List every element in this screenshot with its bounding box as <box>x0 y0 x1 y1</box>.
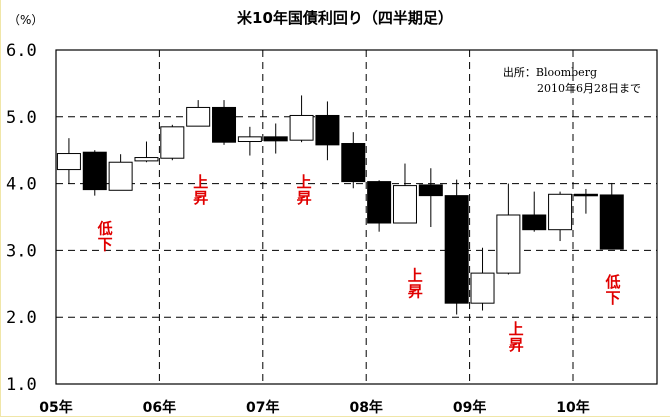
candle-body-down <box>315 114 340 146</box>
annotation-label: 上 <box>193 173 208 191</box>
annotation-label: 低 <box>97 220 113 238</box>
x-tick-label: 09年 <box>453 399 486 416</box>
annotation-label: 昇 <box>193 189 208 207</box>
x-tick-label: 06年 <box>143 399 176 416</box>
y-tick-label: 6.0 <box>6 41 37 61</box>
candle-body-up <box>548 193 573 231</box>
annotation-label: 低 <box>605 273 621 291</box>
candle-body-down <box>263 136 288 142</box>
annotation-label: 上 <box>408 266 423 284</box>
annotation-label: 昇 <box>408 282 423 300</box>
x-axis-ticks: 05年 06年 07年 08年 09年 10年 <box>39 399 589 416</box>
candle-body-up <box>186 106 211 127</box>
y-unit-label: （%） <box>8 13 43 27</box>
x-tick-label: 08年 <box>349 399 382 416</box>
annotation-label: 昇 <box>509 336 524 354</box>
candle-body-up <box>237 136 262 143</box>
candle-body-up <box>470 272 495 304</box>
candle-body-down <box>522 214 547 231</box>
candle-body-up <box>160 126 185 159</box>
y-axis-ticks: 1.0 2.0 3.0 4.0 5.0 6.0 <box>6 41 37 395</box>
candle-body-down <box>212 106 237 143</box>
candles <box>56 95 624 315</box>
candle-body-up <box>289 114 314 141</box>
candle-body-down <box>444 195 469 304</box>
grid-lines <box>56 50 657 384</box>
y-tick-label: 5.0 <box>6 108 37 128</box>
y-tick-label: 3.0 <box>6 241 37 261</box>
source-line-2: 2010年6月28日まで <box>537 81 641 95</box>
x-tick-label: 07年 <box>246 399 279 416</box>
candle-body-up <box>496 214 521 274</box>
candle-body-up <box>108 161 133 191</box>
candle-body-down <box>82 151 107 191</box>
candle-body-down <box>341 143 366 183</box>
y-tick-label: 2.0 <box>6 308 37 328</box>
plot-border <box>55 49 658 385</box>
annotation-label: 昇 <box>297 189 312 207</box>
candle-body-down <box>599 194 624 250</box>
y-tick-label: 4.0 <box>6 175 37 195</box>
candle-body-up <box>392 185 417 224</box>
candle-body-down <box>573 193 598 197</box>
chart-title: 米10年国債利回り（四半期足） <box>237 9 453 27</box>
x-tick-label: 05年 <box>39 399 72 416</box>
annotation-label: 上 <box>509 320 524 338</box>
annotation-label: 上 <box>297 173 312 191</box>
y-tick-label: 1.0 <box>6 375 37 395</box>
candle-body-up <box>134 157 159 162</box>
annotation-label: 下 <box>606 289 621 307</box>
annotation-label: 下 <box>98 236 113 254</box>
source-line-1: 出所：Bloomberg <box>503 65 597 79</box>
candle-body-down <box>418 184 443 197</box>
candle-body-up <box>56 153 81 171</box>
x-tick-label: 10年 <box>556 399 589 416</box>
candle-body-down <box>367 181 392 224</box>
